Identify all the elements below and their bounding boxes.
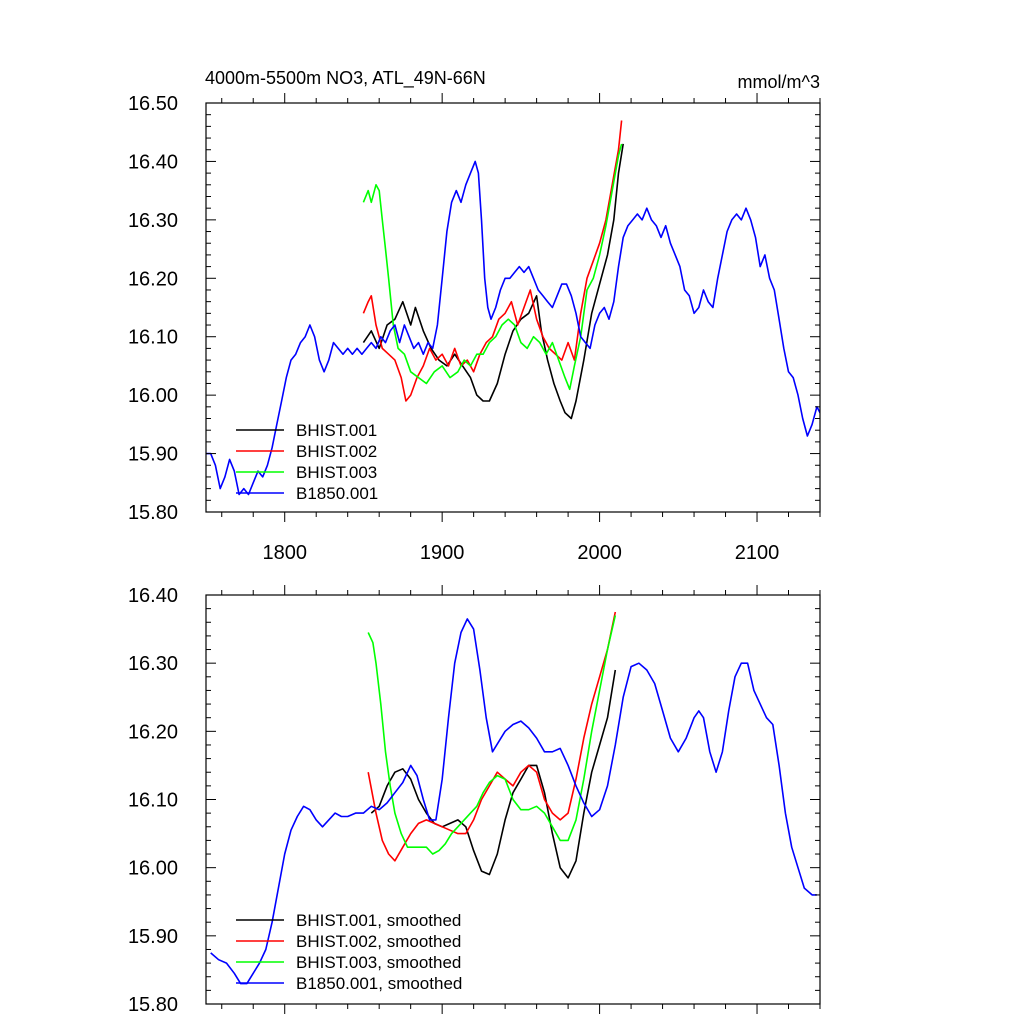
series-line-bhist-001	[362, 143, 624, 420]
top-chart-title: 4000m-5500m NO3, ATL_49N-66N	[205, 68, 486, 89]
y-tick-label: 16.00	[128, 858, 178, 880]
legend-label: B1850.001, smoothed	[296, 974, 462, 993]
y-tick-label: 16.20	[128, 721, 178, 743]
legend-label: BHIST.003	[296, 463, 377, 482]
top-chart-units: mmol/m^3	[738, 72, 820, 92]
y-tick-label: 15.80	[128, 502, 178, 524]
y-tick-label: 16.30	[128, 653, 178, 675]
legend-label: BHIST.002, smoothed	[296, 932, 461, 951]
y-tick-label: 15.80	[128, 994, 178, 1016]
y-tick-label: 16.40	[128, 151, 178, 173]
y-tick-label: 16.20	[128, 268, 178, 290]
y-tick-label: 16.40	[128, 585, 178, 607]
series-line-bhist-001-smoothed	[370, 669, 617, 879]
series-line-b1850-001	[206, 160, 820, 496]
series-line-b1850-001-smoothed	[210, 618, 817, 985]
y-tick-label: 15.90	[128, 444, 178, 466]
y-tick-label: 16.10	[128, 790, 178, 812]
legend: BHIST.001, smoothed BHIST.002, smoothed BH…	[236, 911, 462, 993]
y-tick-label: 15.90	[128, 926, 178, 948]
legend-label: BHIST.001, smoothed	[296, 911, 461, 930]
series-line-bhist-003	[362, 143, 623, 391]
legend-label: B1850.001	[296, 484, 378, 503]
legend-label: BHIST.001	[296, 421, 377, 440]
series-line-bhist-003-smoothed	[367, 615, 617, 855]
x-tick-label: 1900	[420, 542, 465, 564]
x-tick-label: 2100	[735, 542, 780, 564]
legend: BHIST.001 BHIST.002 BHIST.003 B1850.001	[236, 421, 378, 503]
y-tick-label: 16.50	[128, 93, 178, 115]
series-line-bhist-002	[362, 120, 623, 402]
legend-label: BHIST.002	[296, 442, 377, 461]
y-tick-label: 16.00	[128, 385, 178, 407]
series-line-bhist-002-smoothed	[367, 611, 617, 862]
top-line-chart: 15.80 15.90 16.00 16.10 16.20 16.30 16.40 16.50…	[128, 93, 821, 564]
plot-frame	[205, 102, 821, 513]
bottom-line-chart: 15.80 15.90 16.00 16.10 16.20 16.30 16.40 BHIST…	[128, 585, 821, 1016]
y-tick-label: 16.10	[128, 327, 178, 349]
y-tick-label: 16.30	[128, 210, 178, 232]
x-tick-label: 2000	[577, 542, 622, 564]
legend-label: BHIST.003, smoothed	[296, 953, 461, 972]
x-tick-label: 1800	[262, 542, 307, 564]
